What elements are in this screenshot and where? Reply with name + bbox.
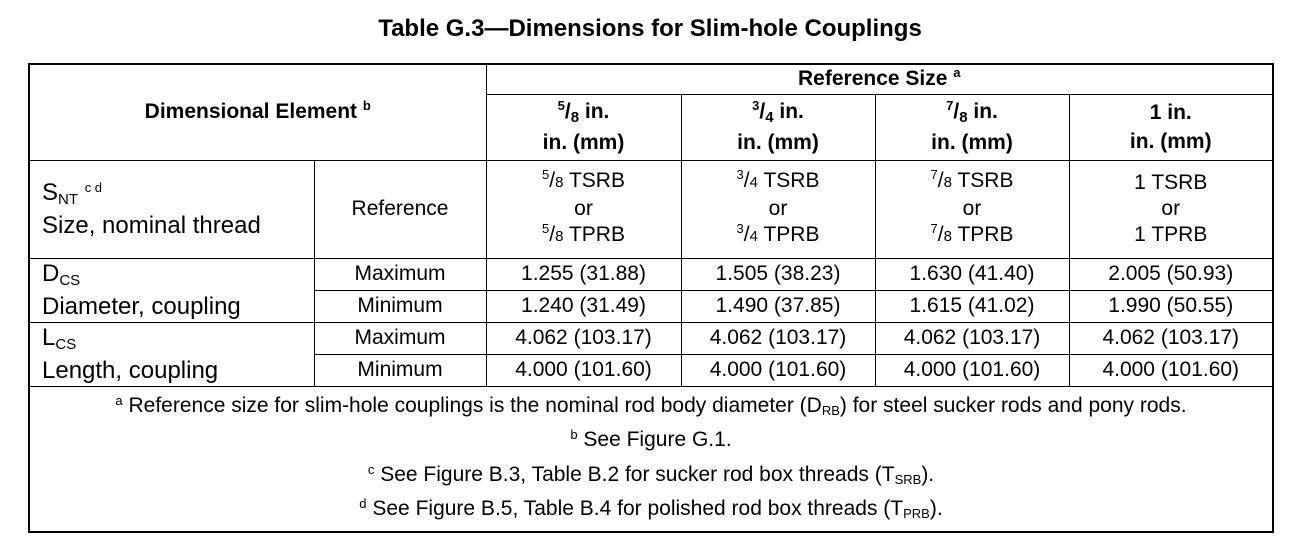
footnote-c: c See Figure B.3, Table B.2 for sucker r… bbox=[367, 461, 935, 487]
thread-cell-1: 1 TSRB or 1 TPRB bbox=[1068, 159, 1274, 259]
table-cell: 1.615 (41.02) bbox=[874, 289, 1070, 323]
table-cell: 1.505 (38.23) bbox=[680, 257, 876, 291]
table-cell: 1.990 (50.55) bbox=[1068, 289, 1274, 323]
size-header-1: 1 in. in. (mm) bbox=[1068, 93, 1274, 161]
diameter-element-name: Diameter, coupling bbox=[42, 292, 241, 320]
table-cell: 1.255 (31.88) bbox=[485, 257, 682, 291]
size-header-5-8: 5/8 in. in. (mm) bbox=[485, 93, 682, 161]
footnote-mark: b bbox=[362, 98, 371, 114]
qualifier-minimum: Minimum bbox=[313, 289, 487, 323]
footnote-b: b See Figure G.1. bbox=[570, 427, 732, 452]
table-cell: 4.000 (101.60) bbox=[485, 353, 682, 387]
table-cell: 4.062 (103.17) bbox=[1068, 321, 1274, 355]
diameter-element-cell: DCS Diameter, coupling bbox=[28, 257, 315, 323]
dimensions-table: Dimensional Element b Reference Size a 5… bbox=[28, 63, 1274, 533]
table-cell: 4.000 (101.60) bbox=[680, 353, 876, 387]
thread-qualifier: Reference bbox=[313, 159, 487, 259]
length-element-cell: LCS Length, coupling bbox=[28, 321, 315, 387]
dimensional-element-header: Dimensional Element b bbox=[28, 63, 487, 161]
footnote-d: d See Figure B.5, Table B.4 for polished… bbox=[359, 496, 943, 522]
table-cell: 4.000 (101.60) bbox=[1068, 353, 1274, 387]
thread-element-name: Size, nominal thread bbox=[42, 211, 261, 239]
table-cell: 4.000 (101.60) bbox=[874, 353, 1070, 387]
table-cell: 1.240 (31.49) bbox=[485, 289, 682, 323]
footnote-mark: a bbox=[953, 65, 961, 81]
qualifier-maximum: Maximum bbox=[313, 321, 487, 355]
footnotes: a Reference size for slim-hole couplings… bbox=[28, 385, 1274, 533]
table-cell: 1.630 (41.40) bbox=[874, 257, 1070, 291]
thread-cell-5-8: 5/8 TSRB or 5/8 TPRB bbox=[485, 159, 682, 259]
table-cell: 4.062 (103.17) bbox=[485, 321, 682, 355]
size-header-7-8: 7/8 in. in. (mm) bbox=[874, 93, 1070, 161]
table-cell: 1.490 (37.85) bbox=[680, 289, 876, 323]
reference-size-label: Reference Size bbox=[798, 67, 948, 91]
reference-size-header: Reference Size a bbox=[485, 63, 1274, 95]
table-cell: 4.062 (103.17) bbox=[874, 321, 1070, 355]
length-element-name: Length, coupling bbox=[42, 356, 219, 384]
table-title: Table G.3—Dimensions for Slim-hole Coupl… bbox=[378, 15, 922, 42]
thread-cell-7-8: 7/8 TSRB or 7/8 TPRB bbox=[874, 159, 1070, 259]
table-cell: 4.062 (103.17) bbox=[680, 321, 876, 355]
qualifier-minimum: Minimum bbox=[313, 353, 487, 387]
size-header-3-4: 3/4 in. in. (mm) bbox=[680, 93, 876, 161]
table-cell: 2.005 (50.93) bbox=[1068, 257, 1274, 291]
qualifier-maximum: Maximum bbox=[313, 257, 487, 291]
thread-element-cell: SNT c d Size, nominal thread bbox=[28, 159, 315, 259]
thread-cell-3-4: 3/4 TSRB or 3/4 TPRB bbox=[680, 159, 876, 259]
footnote-a: a Reference size for slim-hole couplings… bbox=[115, 392, 1187, 418]
dimensional-element-label: Dimensional Element bbox=[144, 100, 358, 124]
